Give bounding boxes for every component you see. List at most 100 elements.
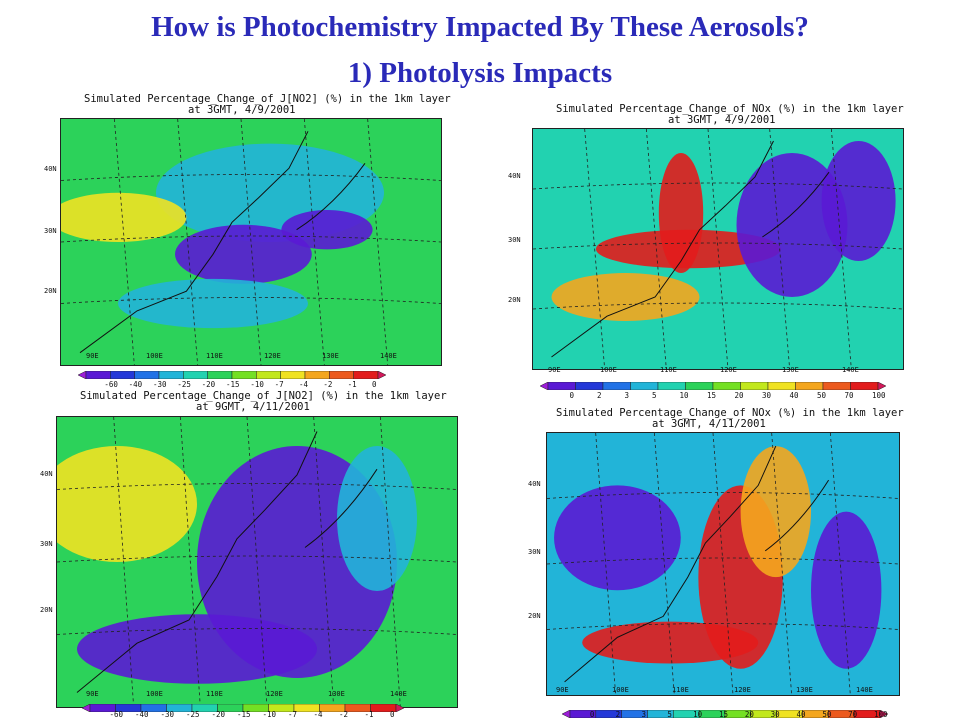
coastline — [551, 140, 774, 358]
meridian-line — [367, 119, 389, 365]
lon-label: 100E — [612, 686, 629, 694]
colorbar-label: -7 — [288, 710, 298, 719]
colorbar-nox — [562, 710, 888, 718]
meridian-line — [771, 433, 793, 695]
colorbar-segment — [134, 371, 160, 379]
parallel-line — [533, 302, 903, 310]
lon-label: 120E — [734, 686, 751, 694]
panel-title-line1: Simulated Percentage_Change_of J[NO2] (%… — [80, 390, 447, 402]
colorbar-cap-left — [82, 704, 91, 712]
meridian-line — [712, 433, 734, 695]
colorbar-label: -40 — [135, 710, 149, 719]
colorbar-segment — [822, 382, 851, 390]
colorbar-label: 0 — [372, 380, 377, 389]
colorbar-label: 3 — [641, 710, 647, 719]
map-field — [61, 119, 441, 365]
meridian-line — [595, 433, 617, 695]
lon-label: 140E — [380, 352, 397, 360]
colorbar-svg — [78, 371, 386, 379]
colorbar-cap-left — [78, 371, 87, 379]
lon-label: 120E — [264, 352, 281, 360]
field-region — [658, 153, 704, 273]
lon-label: 110E — [206, 690, 223, 698]
colorbar-segment — [685, 382, 714, 390]
colorbar-label: -30 — [153, 380, 167, 389]
colorbar-segment — [231, 371, 257, 379]
lat-label: 20N — [528, 612, 541, 620]
field-region — [554, 485, 681, 591]
lat-label: 40N — [44, 165, 57, 173]
lon-label: 140E — [390, 690, 407, 698]
meridian-line — [113, 119, 135, 365]
meridian-line — [313, 417, 335, 707]
lon-label: 120E — [266, 690, 283, 698]
parallel-line — [547, 557, 899, 565]
meridian-line — [645, 129, 667, 369]
colorbar-label: 2 — [615, 710, 621, 719]
lat-label: 40N — [528, 480, 541, 488]
lon-label: 100E — [600, 366, 617, 374]
colorbar-cap-left — [540, 382, 549, 390]
colorbar-label: 10 — [679, 391, 689, 400]
field-region — [118, 278, 308, 329]
coastline-japan — [304, 468, 378, 548]
lon-label: 90E — [556, 686, 569, 694]
parallel-line — [57, 555, 457, 563]
meridian-line — [830, 129, 852, 369]
field-region — [175, 224, 312, 284]
colorbar-svg — [540, 382, 886, 390]
meridian-line — [240, 119, 262, 365]
colorbar-segment — [740, 382, 769, 390]
coastline-japan — [762, 171, 830, 238]
colorbar-segment — [767, 382, 796, 390]
map-field — [533, 129, 903, 369]
lat-label: 20N — [40, 606, 53, 614]
colorbar-label: -15 — [237, 710, 251, 719]
colorbar-label: 10 — [693, 710, 703, 719]
colorbar-segment — [657, 382, 686, 390]
colorbar-label: -25 — [177, 380, 191, 389]
field-region — [57, 446, 197, 562]
colorbar-label: -7 — [274, 380, 284, 389]
panel-title-line1: Simulated Percentage_Change_of J[NO2] (%… — [84, 93, 451, 105]
parallel-line — [61, 174, 441, 181]
colorbar-label: -40 — [128, 380, 143, 389]
field-region — [281, 210, 373, 250]
parallel-line — [61, 297, 441, 304]
colorbar-segment — [207, 371, 233, 379]
colorbar-label: 0 — [390, 710, 395, 719]
colorbar-segment — [329, 371, 354, 379]
coastline — [76, 431, 318, 693]
lon-label: 130E — [782, 366, 799, 374]
colorbar-jno2 — [82, 704, 404, 712]
colorbar-label: 50 — [817, 391, 827, 400]
field-region — [821, 141, 896, 261]
lon-label: 90E — [86, 352, 99, 360]
colorbar-label: 70 — [844, 391, 854, 400]
meridian-line — [379, 417, 401, 707]
slide-title: How is Photochemistry Impacted By These … — [151, 11, 809, 43]
colorbar-label: -1 — [364, 710, 374, 719]
colorbar-segment — [353, 371, 379, 379]
lon-label: 140E — [856, 686, 873, 694]
colorbar-label: 3 — [624, 391, 630, 400]
lat-label: 30N — [528, 548, 541, 556]
colorbar-label: -10 — [250, 380, 264, 389]
lat-label: 40N — [40, 470, 53, 478]
lat-label: 30N — [44, 227, 57, 235]
colorbar-label: -2 — [323, 380, 333, 389]
lon-label: 110E — [660, 366, 677, 374]
colorbar-label: -30 — [160, 710, 175, 719]
map-nox-apr9 — [532, 128, 904, 370]
meridian-line — [246, 417, 268, 707]
colorbar-segment — [110, 371, 135, 379]
colorbar-label: -1 — [347, 380, 357, 389]
colorbar-label: 15 — [719, 710, 729, 719]
meridian-line — [179, 417, 201, 707]
parallel-line — [547, 492, 899, 499]
lon-label: 90E — [548, 366, 561, 374]
lon-label: 110E — [672, 686, 689, 694]
colorbar-segment — [158, 371, 184, 379]
colorbar-label: 0 — [589, 710, 595, 719]
colorbar-label: -25 — [186, 710, 200, 719]
